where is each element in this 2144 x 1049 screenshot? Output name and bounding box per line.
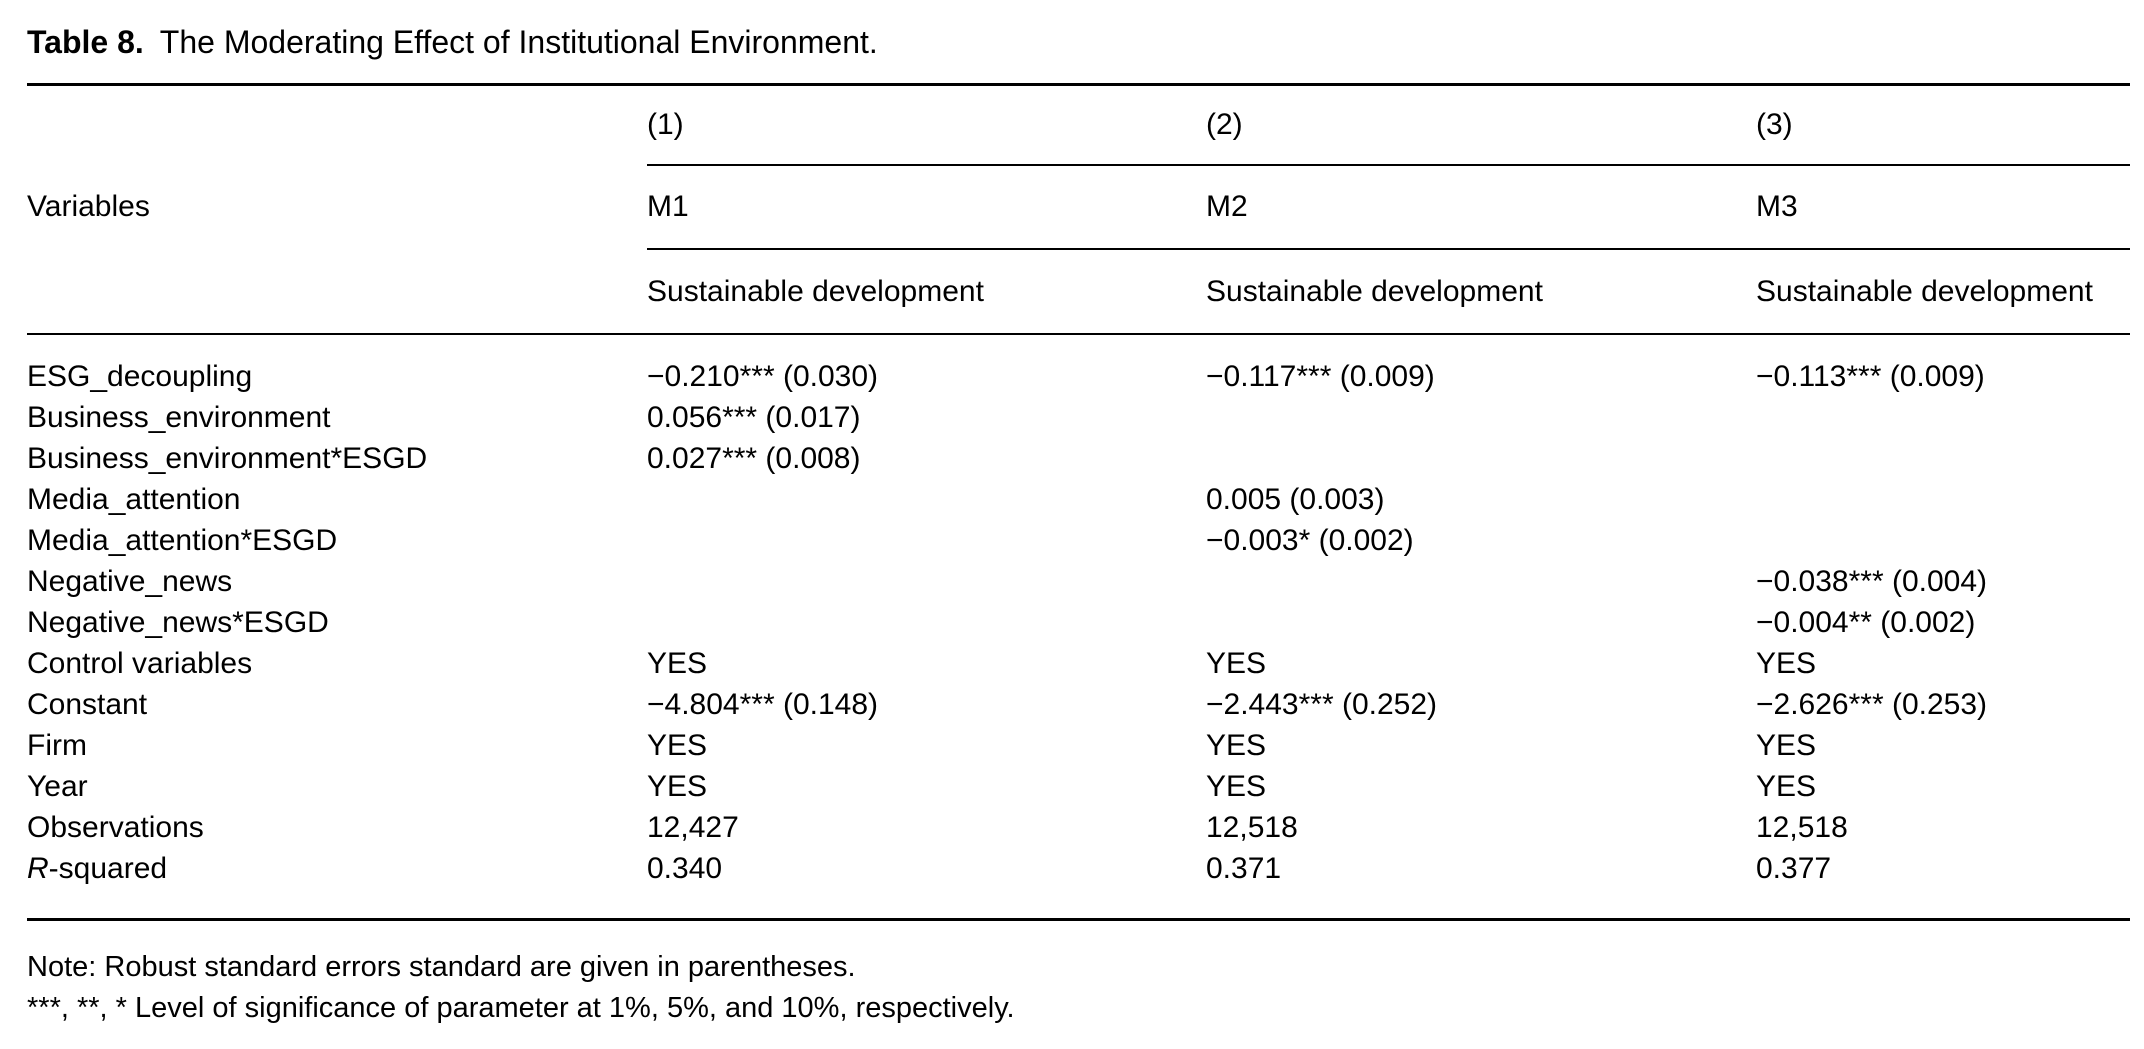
cell-m2 bbox=[1206, 561, 1756, 602]
row-label: Negative_news bbox=[27, 564, 233, 598]
cell-m1: YES bbox=[647, 728, 708, 762]
cell-m1: 0.056*** (0.017) bbox=[647, 400, 861, 434]
row-label: Business_environment bbox=[27, 400, 331, 434]
row-label: ESG_decoupling bbox=[27, 359, 253, 393]
cell-m1: 0.027*** (0.008) bbox=[647, 441, 861, 475]
cell-m3: −0.038*** (0.004) bbox=[1756, 564, 1988, 598]
cell-m3 bbox=[1756, 520, 2130, 561]
cell-m2: 0.371 bbox=[1206, 851, 1282, 885]
empty-dep-cell bbox=[27, 249, 647, 335]
cell-m2: 12,518 bbox=[1206, 810, 1298, 844]
cell-m1 bbox=[647, 520, 1206, 561]
cell-m2: −2.443*** (0.252) bbox=[1206, 687, 1438, 721]
row-label: Control variables bbox=[27, 646, 253, 680]
row-label: Constant bbox=[27, 687, 148, 721]
row-label: Year bbox=[27, 769, 88, 803]
cell-m2 bbox=[1206, 397, 1756, 438]
cell-m3: −0.004** (0.002) bbox=[1756, 605, 1976, 639]
cell-m2: YES bbox=[1206, 646, 1267, 680]
cell-m3: YES bbox=[1756, 728, 1817, 762]
cell-m3: −0.113*** (0.009) bbox=[1756, 359, 1985, 393]
cell-m1: 12,427 bbox=[647, 810, 739, 844]
row-label: Business_environment*ESGD bbox=[27, 441, 428, 475]
cell-m1: YES bbox=[647, 769, 708, 803]
table-row: Negative_news −0.038*** (0.004) bbox=[27, 561, 2130, 602]
model-name-2: M2 bbox=[1206, 165, 1756, 250]
model-number-2: (2) bbox=[1206, 84, 1756, 166]
cell-m2 bbox=[1206, 602, 1756, 643]
cell-m2 bbox=[1206, 438, 1756, 479]
table-row: R-squared 0.340 0.371 0.377 bbox=[27, 848, 2130, 920]
cell-m2: −0.117*** (0.009) bbox=[1206, 359, 1435, 393]
note-line-1: Note: Robust standard errors standard ar… bbox=[27, 951, 856, 983]
table-row: Constant −4.804*** (0.148) −2.443*** (0.… bbox=[27, 684, 2130, 725]
table-row: Media_attention 0.005 (0.003) bbox=[27, 479, 2130, 520]
cell-m2: 0.005 (0.003) bbox=[1206, 482, 1385, 516]
table-row: Business_environment*ESGD 0.027*** (0.00… bbox=[27, 438, 2130, 479]
note-line-2: ***, **, * Level of significance of para… bbox=[27, 992, 1015, 1024]
row-label: Media_attention*ESGD bbox=[27, 523, 338, 557]
row-label: Observations bbox=[27, 810, 204, 844]
row-label: Media_attention bbox=[27, 482, 241, 516]
table-row: Observations 12,427 12,518 12,518 bbox=[27, 807, 2130, 848]
variables-header: Variables bbox=[27, 190, 150, 223]
table-caption-title: The Moderating Effect of Institutional E… bbox=[159, 24, 878, 60]
model-name-1: M1 bbox=[647, 165, 1206, 250]
model-name-row: Variables M1 M2 M3 bbox=[27, 165, 2130, 250]
cell-m3: 0.377 bbox=[1756, 851, 1832, 885]
cell-m3: 12,518 bbox=[1756, 810, 1848, 844]
table-caption-number: Table 8. bbox=[27, 24, 144, 60]
cell-m3 bbox=[1756, 479, 2130, 520]
dependent-variable-2: Sustainable development bbox=[1206, 249, 1756, 335]
cell-m1: 0.340 bbox=[647, 851, 723, 885]
cell-m1: −0.210*** (0.030) bbox=[647, 359, 879, 393]
row-label-rest-part: -squared bbox=[48, 851, 168, 885]
table-row: Firm YES YES YES bbox=[27, 725, 2130, 766]
table-row: ESG_decoupling −0.210*** (0.030) −0.117*… bbox=[27, 334, 2130, 397]
cell-m3 bbox=[1756, 397, 2130, 438]
row-label-italic-part: R bbox=[27, 851, 49, 885]
table-row: Negative_news*ESGD −0.004** (0.002) bbox=[27, 602, 2130, 643]
cell-m3: −2.626*** (0.253) bbox=[1756, 687, 1988, 721]
cell-m1: YES bbox=[647, 646, 708, 680]
cell-m1: −4.804*** (0.148) bbox=[647, 687, 879, 721]
dependent-variable-row: Sustainable development Sustainable deve… bbox=[27, 249, 2130, 335]
model-number-1: (1) bbox=[647, 84, 1206, 166]
table-row: Media_attention*ESGD −0.003* (0.002) bbox=[27, 520, 2130, 561]
table-notes: Note: Robust standard errors standard ar… bbox=[27, 947, 2130, 1029]
table-caption: Table 8. The Moderating Effect of Institu… bbox=[27, 22, 2130, 62]
table-body: ESG_decoupling −0.210*** (0.030) −0.117*… bbox=[27, 334, 2130, 920]
empty-corner-cell bbox=[27, 85, 647, 166]
cell-m1 bbox=[647, 561, 1206, 602]
cell-m3 bbox=[1756, 438, 2130, 479]
row-label: Firm bbox=[27, 728, 87, 762]
regression-table: (1) (2) (3) Variables M1 M2 M3 Sustainab… bbox=[27, 83, 2130, 921]
table-row: Control variables YES YES YES bbox=[27, 643, 2130, 684]
table-header: (1) (2) (3) Variables M1 M2 M3 Sustainab… bbox=[27, 84, 2130, 335]
table-row: Year YES YES YES bbox=[27, 766, 2130, 807]
dependent-variable-1: Sustainable development bbox=[647, 249, 1206, 335]
model-number-3: (3) bbox=[1756, 84, 2130, 166]
row-label: Negative_news*ESGD bbox=[27, 605, 329, 639]
table-row: Business_environment 0.056*** (0.017) bbox=[27, 397, 2130, 438]
model-name-3: M3 bbox=[1756, 165, 2130, 250]
cell-m1 bbox=[647, 479, 1206, 520]
cell-m3: YES bbox=[1756, 646, 1817, 680]
dependent-variable-3: Sustainable development bbox=[1756, 249, 2130, 335]
cell-m2: YES bbox=[1206, 769, 1267, 803]
model-number-row: (1) (2) (3) bbox=[27, 84, 2130, 166]
cell-m3: YES bbox=[1756, 769, 1817, 803]
cell-m2: −0.003* (0.002) bbox=[1206, 523, 1414, 557]
cell-m1 bbox=[647, 602, 1206, 643]
row-label-r-squared: R-squared bbox=[27, 848, 647, 920]
cell-m2: YES bbox=[1206, 728, 1267, 762]
